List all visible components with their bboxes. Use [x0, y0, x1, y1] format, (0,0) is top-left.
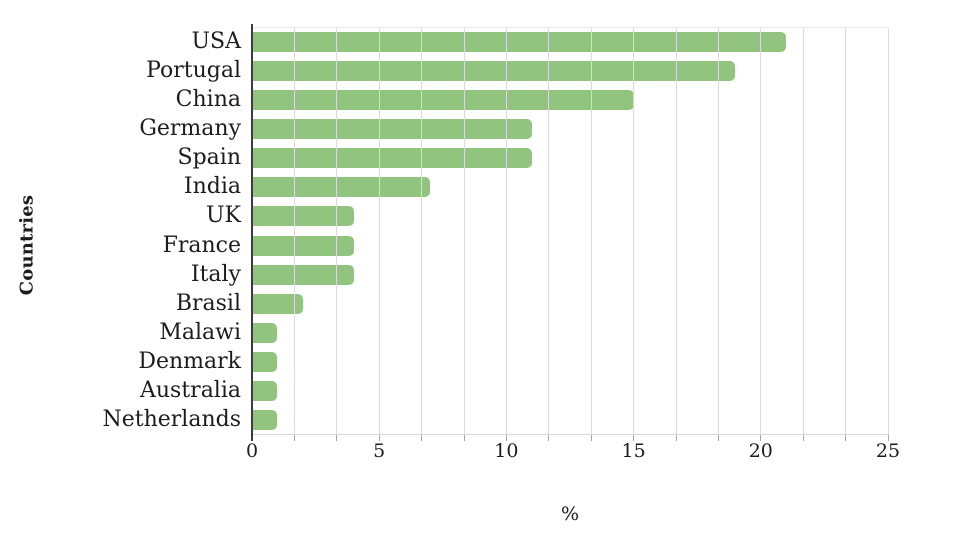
bar-row: [252, 260, 888, 289]
gridline: [463, 28, 465, 435]
bar: [252, 352, 278, 373]
bar: [252, 148, 532, 169]
axis-tick: [548, 435, 550, 441]
axis-tick: [463, 435, 465, 441]
gridline: [548, 28, 550, 435]
axis-tick: [378, 435, 380, 441]
category-label: Malawi: [159, 319, 241, 345]
category-label: India: [183, 174, 241, 200]
y-axis-line: [251, 24, 253, 441]
gridline: [760, 28, 762, 435]
category-label: Portugal: [146, 57, 241, 83]
plot-area: [251, 24, 889, 441]
bars-layer: [252, 27, 888, 435]
gridline: [675, 28, 677, 435]
bar-row: [252, 202, 888, 231]
bar: [252, 410, 278, 431]
gridline: [590, 28, 592, 435]
gridline: [505, 28, 507, 435]
x-tick-label: 0: [245, 440, 259, 462]
gridline: [378, 28, 380, 435]
x-tick-label: 5: [373, 440, 386, 462]
x-tick-label: 25: [875, 440, 901, 462]
bar: [252, 293, 303, 314]
category-label: China: [175, 86, 241, 112]
bar: [252, 177, 431, 198]
axis-tick: [760, 435, 762, 441]
gridline: [802, 28, 804, 435]
category-label: USA: [191, 28, 242, 54]
x-tick-label: 15: [621, 440, 646, 462]
category-label: UK: [206, 203, 241, 229]
category-label: Italy: [190, 261, 241, 287]
gridline: [887, 28, 889, 435]
bar: [252, 264, 354, 285]
axis-tick: [293, 435, 295, 441]
axis-tick: [887, 435, 889, 441]
bar: [252, 89, 634, 110]
category-label: Spain: [177, 145, 241, 171]
bar-row: [252, 56, 888, 85]
bar-row: [252, 114, 888, 143]
bar-row: [252, 406, 888, 435]
category-label: France: [162, 232, 241, 258]
x-axis-tick-labels: 0 5 10 15 20 25: [246, 440, 900, 468]
axis-tick: [505, 435, 507, 441]
bar: [252, 31, 787, 52]
x-tick-label: 10: [494, 440, 519, 462]
bar-row: [252, 85, 888, 114]
bar: [252, 118, 532, 139]
gridline: [845, 28, 847, 435]
category-label: Netherlands: [102, 407, 241, 433]
bar: [252, 60, 736, 81]
bar-row: [252, 318, 888, 347]
axis-tick: [336, 435, 338, 441]
x-axis-baseline: [252, 434, 888, 435]
gridline: [293, 28, 295, 435]
bar: [252, 206, 354, 227]
bar-row: [252, 289, 888, 318]
axis-tick: [717, 435, 719, 441]
axis-tick: [590, 435, 592, 441]
category-label: Denmark: [138, 349, 241, 375]
axis-tick: [633, 435, 635, 441]
x-tick-label: 20: [748, 440, 773, 462]
axis-tick: [421, 435, 423, 441]
category-label: Australia: [139, 378, 241, 404]
bar-row: [252, 27, 888, 56]
category-label: Germany: [139, 115, 241, 141]
bar: [252, 235, 354, 256]
bar-row: [252, 144, 888, 173]
bar-row: [252, 348, 888, 377]
bar: [252, 322, 278, 343]
gridline: [421, 28, 423, 435]
gridline: [633, 28, 635, 435]
x-axis-title: %: [560, 503, 580, 525]
bar-row: [252, 173, 888, 202]
axis-tick: [802, 435, 804, 441]
gridline: [717, 28, 719, 435]
gridline: [336, 28, 338, 435]
category-label: Brasil: [175, 290, 241, 316]
bar: [252, 381, 278, 402]
axis-tick: [845, 435, 847, 441]
bar-row: [252, 377, 888, 406]
plot-top-border: [252, 27, 888, 28]
axis-tick: [675, 435, 677, 441]
bar-row: [252, 231, 888, 260]
category-labels: USA Portugal China Germany Spain India UK Franc…: [0, 27, 246, 435]
